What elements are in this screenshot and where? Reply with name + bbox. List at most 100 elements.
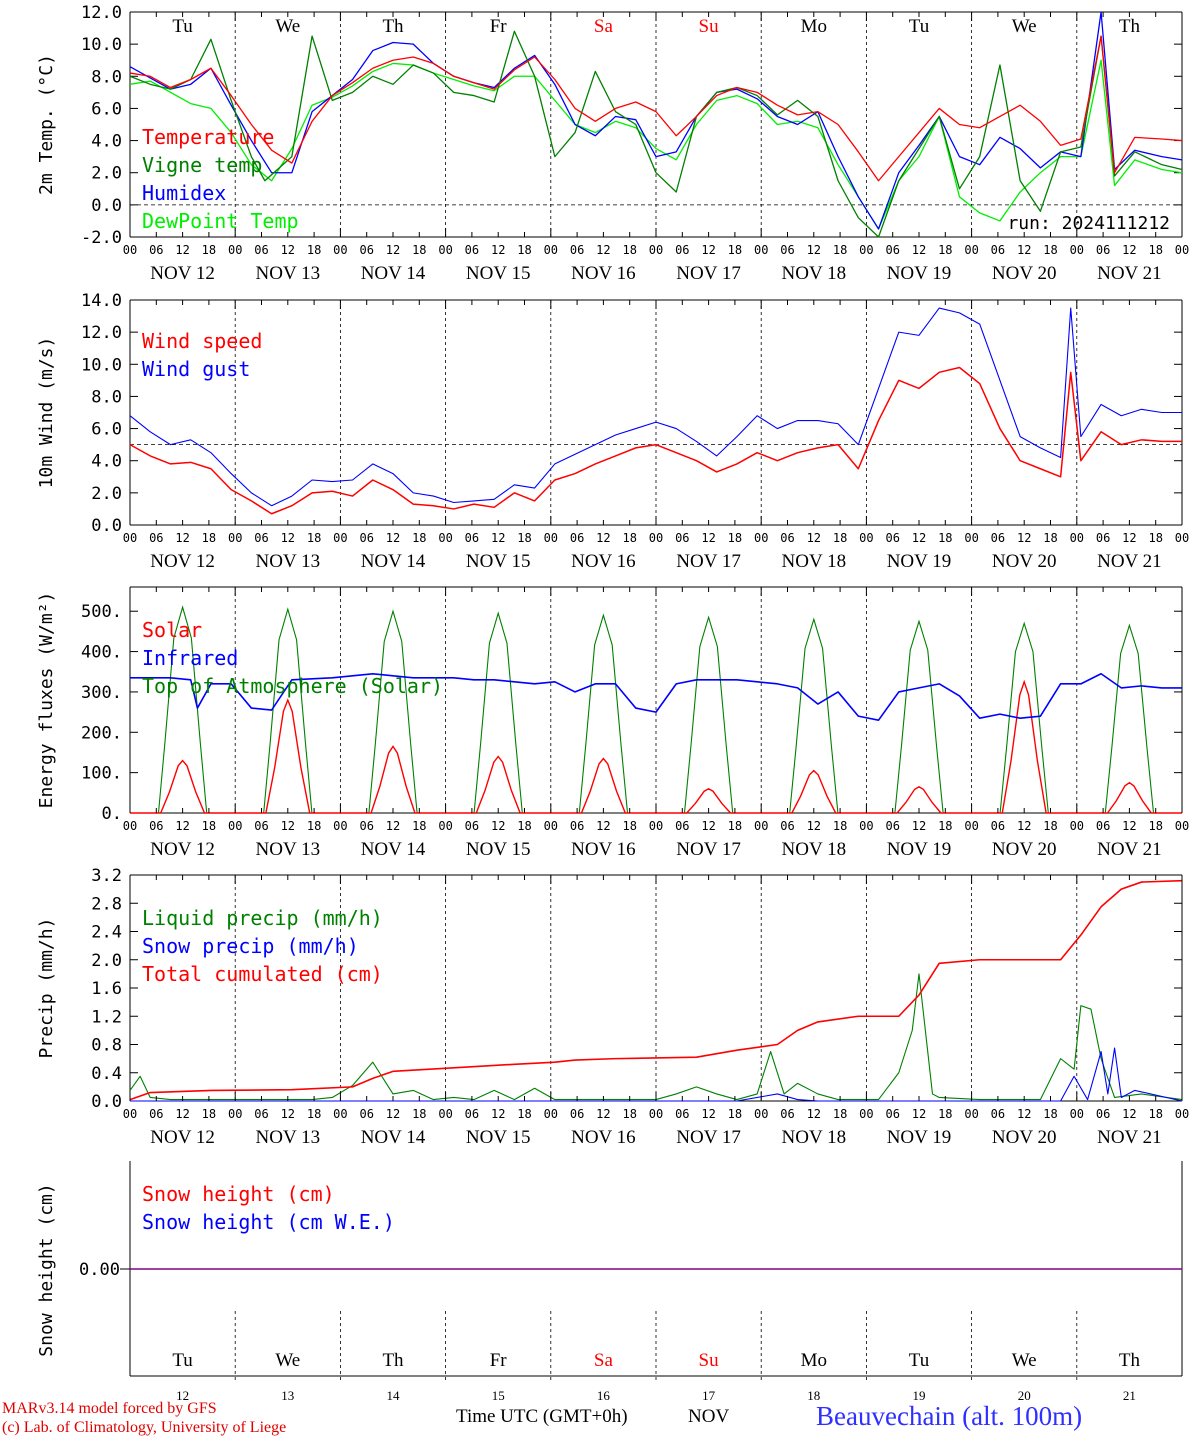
day-label: NOV 21 [1097, 1127, 1162, 1148]
hour-tick-label: 00 [333, 1107, 347, 1121]
day-label: NOV 14 [361, 839, 426, 860]
y-tick-label: 12.0 [81, 3, 122, 23]
hour-tick-label: 00 [228, 243, 242, 257]
hour-tick-label: 00 [438, 1107, 452, 1121]
hour-tick-label: 00 [544, 243, 558, 257]
hour-tick-label: 18 [1148, 243, 1162, 257]
y-tick-label: 10.0 [81, 35, 122, 55]
hour-tick-label: 00 [228, 531, 242, 545]
hour-tick-label: 18 [517, 1107, 531, 1121]
hour-tick-label: 18 [728, 1107, 742, 1121]
y-tick-label: 2.0 [91, 164, 122, 184]
hour-tick-label: 18 [728, 531, 742, 545]
hour-tick-label: 12 [596, 243, 610, 257]
hour-tick-label: 00 [438, 243, 452, 257]
hour-tick-label: 00 [544, 819, 558, 833]
credit-model: MARv3.14 model forced by GFS [2, 1400, 217, 1417]
hour-tick-label: 00 [964, 531, 978, 545]
hour-tick-label: 00 [754, 243, 768, 257]
hour-tick-label: 06 [780, 243, 794, 257]
day-label: NOV 18 [782, 551, 847, 572]
day-label: NOV 13 [256, 1127, 321, 1148]
hour-tick-label: 12 [175, 531, 189, 545]
weekday-label: Th [382, 1350, 404, 1371]
hour-tick-label: 12 [175, 1107, 189, 1121]
hour-tick-label: 06 [254, 819, 268, 833]
y-tick-label: 2.4 [91, 923, 122, 943]
station-name: Beauvechain (alt. 100m) [816, 1401, 1083, 1431]
hour-tick-label: 06 [254, 1107, 268, 1121]
hour-tick-label: 18 [202, 819, 216, 833]
hour-tick-label: 12 [912, 531, 926, 545]
hour-tick-label: 12 [701, 243, 715, 257]
hour-tick-label: 12 [491, 819, 505, 833]
day-label: NOV 18 [782, 263, 847, 284]
y-axis-title: Precip (mm/h) [36, 918, 57, 1059]
hour-tick-label: 06 [465, 1107, 479, 1121]
hour-tick-label: 06 [780, 531, 794, 545]
hour-tick-label: 00 [1070, 531, 1084, 545]
hour-tick-label: 00 [333, 243, 347, 257]
legend-infrared: Infrared [142, 646, 238, 670]
hour-tick-label: 00 [228, 819, 242, 833]
y-tick-label: 12.0 [81, 323, 122, 343]
y-axis-title: 2m Temp. (°C) [36, 54, 57, 195]
hour-tick-label: 12 [596, 531, 610, 545]
hour-tick-label: 12 [1122, 1107, 1136, 1121]
weekday-label: Tu [909, 1350, 930, 1371]
hour-tick-label: 12 [807, 243, 821, 257]
y-tick-label: 0.0 [91, 196, 122, 216]
hour-tick-label: 18 [517, 531, 531, 545]
day-label: NOV 13 [256, 551, 321, 572]
hour-tick-label: 00 [123, 1107, 137, 1121]
time-axis-label: Time UTC (GMT+0h) [456, 1406, 628, 1427]
hour-tick-label: 18 [622, 531, 636, 545]
hour-tick-label: 12 [701, 531, 715, 545]
weekday-label: Th [1119, 16, 1141, 37]
day-label: NOV 21 [1097, 263, 1162, 284]
hour-tick-label: 18 [307, 243, 321, 257]
legend-wind-gust: Wind gust [142, 357, 250, 381]
day-label: NOV 15 [466, 1127, 531, 1148]
day-label: NOV 17 [676, 263, 741, 284]
day-label: NOV 20 [992, 263, 1057, 284]
weekday-label: Tu [172, 16, 193, 37]
day-label: NOV 19 [887, 1127, 952, 1148]
weekday-label: Fr [490, 1350, 508, 1371]
day-label: NOV 16 [571, 551, 636, 572]
legend-snow-height-cm-: Snow height (cm) [142, 1182, 335, 1206]
hour-tick-label: 00 [1070, 819, 1084, 833]
y-tick-label: 0.0 [91, 516, 122, 536]
y-tick-label: 0.8 [91, 1036, 122, 1056]
hour-tick-label: 00 [754, 819, 768, 833]
y-tick-label: 4.0 [91, 452, 122, 472]
y-tick-label: 2.8 [91, 894, 122, 914]
y-axis-title: Snow height (cm) [36, 1183, 57, 1356]
hour-tick-label: 06 [1096, 819, 1110, 833]
hour-tick-label: 18 [307, 531, 321, 545]
y-tick-label: 6.0 [91, 99, 122, 119]
y-tick-label: 2.0 [91, 951, 122, 971]
hour-tick-label: 00 [1175, 243, 1189, 257]
hour-tick-label: 18 [517, 819, 531, 833]
day-number-label: 16 [597, 1388, 611, 1403]
hour-tick-label: 18 [833, 819, 847, 833]
hour-tick-label: 12 [386, 819, 400, 833]
hour-tick-label: 06 [885, 1107, 899, 1121]
hour-tick-label: 06 [991, 243, 1005, 257]
series-infrared [130, 672, 1182, 721]
hour-tick-label: 06 [675, 819, 689, 833]
hour-tick-label: 18 [938, 1107, 952, 1121]
series-wind-speed [129, 366, 1182, 515]
legend-wind-speed: Wind speed [142, 329, 262, 353]
day-label: NOV 12 [150, 263, 215, 284]
hour-tick-label: 18 [307, 819, 321, 833]
legend-temperature: Temperature [142, 125, 274, 149]
legend-humidex: Humidex [142, 181, 226, 205]
hour-tick-label: 12 [175, 243, 189, 257]
y-tick-label: 8.0 [91, 67, 122, 87]
hour-tick-label: 00 [859, 243, 873, 257]
hour-tick-label: 06 [991, 531, 1005, 545]
hour-tick-label: 18 [412, 819, 426, 833]
day-label: NOV 15 [466, 839, 531, 860]
